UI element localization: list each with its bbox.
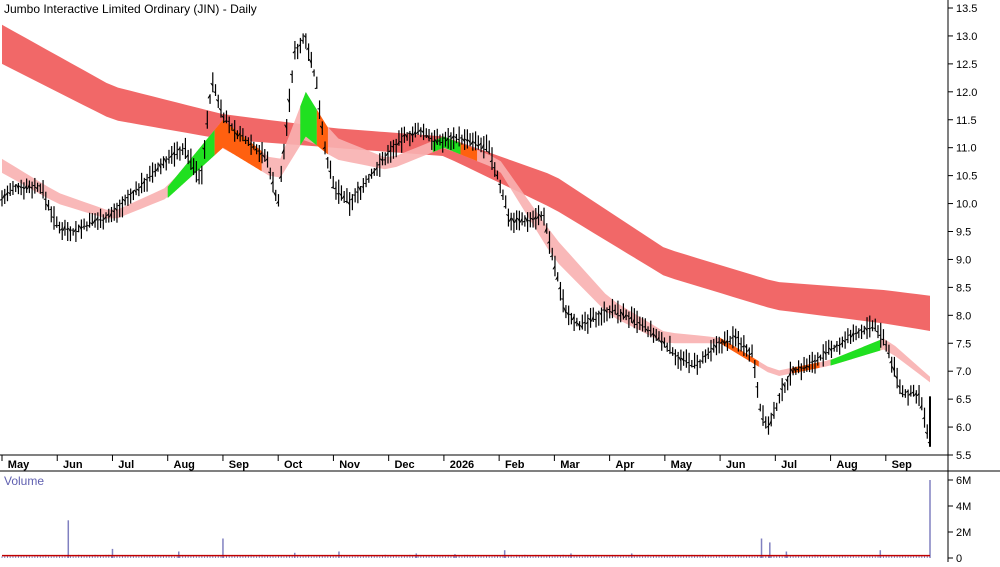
price-bar-open-tick xyxy=(873,328,875,329)
price-tick-label: 9.0 xyxy=(956,254,971,266)
price-tick-label: 6.0 xyxy=(956,422,971,434)
price-tick-label: 11.5 xyxy=(956,115,977,127)
price-bar-open-tick xyxy=(827,352,829,353)
x-tick-label: Sep xyxy=(892,459,912,471)
x-tick-label: May xyxy=(8,459,30,471)
price-bar-open-tick xyxy=(52,217,54,218)
price-bar-open-tick xyxy=(49,209,51,210)
price-tick-label: 7.0 xyxy=(956,366,971,378)
price-bar-open-tick xyxy=(153,171,155,172)
x-tick-label: 2026 xyxy=(450,459,474,471)
price-tick-label: 12.0 xyxy=(956,87,977,99)
volume-tick-label: 4M xyxy=(956,501,971,513)
price-bar-open-tick xyxy=(312,71,314,72)
price-tick-label: 13.0 xyxy=(956,31,977,43)
x-tick-label: Mar xyxy=(560,459,580,471)
price-bar-open-tick xyxy=(881,339,883,340)
price-bar-open-tick xyxy=(693,366,695,367)
chart-title: Jumbo Interactive Limited Ordinary (JIN)… xyxy=(4,2,257,16)
x-tick-label: Jul xyxy=(781,459,797,471)
price-bar-open-tick xyxy=(118,205,120,206)
price-bar-open-tick xyxy=(485,149,487,150)
x-tick-label: Apr xyxy=(615,459,635,471)
x-tick-label: Dec xyxy=(394,459,414,471)
x-tick-label: Feb xyxy=(505,459,525,471)
price-tick-label: 9.5 xyxy=(956,227,971,239)
x-tick-label: Sep xyxy=(229,459,249,471)
price-tick-label: 10.5 xyxy=(956,171,977,183)
volume-tick-label: 6M xyxy=(956,475,971,487)
price-tick-label: 7.5 xyxy=(956,338,971,350)
price-bar-open-tick xyxy=(690,365,692,366)
price-tick-label: 12.5 xyxy=(956,59,977,71)
price-bar-open-tick xyxy=(0,199,2,200)
x-tick-label: May xyxy=(671,459,693,471)
price-bar-open-tick xyxy=(868,328,870,329)
price-tick-label: 13.5 xyxy=(956,3,977,15)
price-tick-label: 8.5 xyxy=(956,282,971,294)
price-bar-open-tick xyxy=(457,139,459,140)
price-bar-open-tick xyxy=(731,338,733,339)
price-bar-open-tick xyxy=(175,154,177,155)
price-bar-open-tick xyxy=(569,314,571,315)
price-bar-open-tick xyxy=(167,159,169,160)
price-tick-label: 5.5 xyxy=(956,450,971,462)
x-tick-label: Jun xyxy=(63,459,83,471)
price-bar-open-tick xyxy=(701,361,703,362)
price-bar-open-tick xyxy=(641,325,643,326)
price-bar-open-tick xyxy=(498,184,500,185)
x-tick-label: Nov xyxy=(339,459,361,471)
x-tick-label: Oct xyxy=(284,459,303,471)
price-bar-open-tick xyxy=(523,221,525,222)
price-tick-label: 6.5 xyxy=(956,394,971,406)
price-bar-open-tick xyxy=(903,394,905,395)
price-bar-open-tick xyxy=(832,348,834,349)
price-bar-open-tick xyxy=(528,221,530,222)
volume-tick-label: 2M xyxy=(956,527,971,539)
price-bar-open-tick xyxy=(356,192,358,193)
volume-panel-label: Volume xyxy=(4,474,44,488)
price-bar-open-tick xyxy=(635,324,637,325)
x-tick-label: Aug xyxy=(836,459,857,471)
ma-crossover-highlight xyxy=(300,92,317,146)
price-tick-label: 11.0 xyxy=(956,143,977,155)
price-tick-label: 8.0 xyxy=(956,310,971,322)
x-tick-label: Jul xyxy=(118,459,134,471)
price-bar-open-tick xyxy=(378,165,380,166)
price-bar-open-tick xyxy=(33,185,35,186)
x-tick-label: Jun xyxy=(726,459,746,471)
x-tick-label: Aug xyxy=(174,459,195,471)
price-bar-open-tick xyxy=(99,220,101,221)
ma-crossover-highlight xyxy=(831,340,881,366)
price-bar-open-tick xyxy=(66,229,68,230)
price-bar-open-tick xyxy=(501,195,503,196)
price-tick-label: 10.0 xyxy=(956,199,977,211)
volume-tick-label: 0 xyxy=(956,553,962,562)
